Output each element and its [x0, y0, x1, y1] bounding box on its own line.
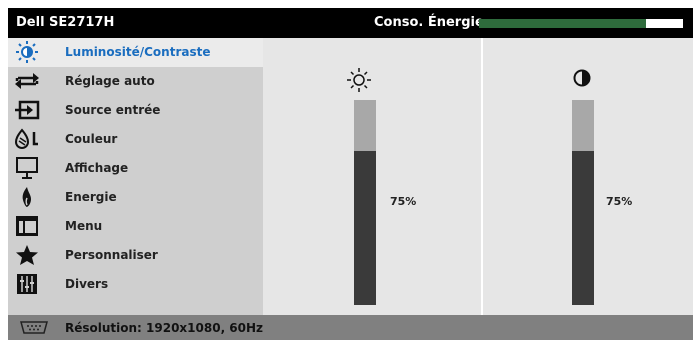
menu-item-display[interactable]: Affichage	[8, 154, 263, 183]
menu-item-label: Luminosité/Contraste	[65, 45, 211, 59]
contrast-icon	[573, 69, 591, 87]
osd-window: Dell SE2717H Conso. Énergie Luminosité/C…	[8, 8, 693, 340]
energy-usage-fill	[479, 19, 647, 28]
menu-item-label: Source entrée	[65, 103, 161, 117]
menu-item-label: Couleur	[65, 132, 118, 146]
menu-item-color[interactable]: Couleur	[8, 125, 263, 154]
brightness-slider[interactable]	[354, 100, 376, 305]
menu-item-energy[interactable]: Energie	[8, 183, 263, 212]
contrast-slider-fill	[572, 151, 594, 305]
star-icon	[16, 245, 38, 265]
osd-sidebar: Luminosité/Contraste Réglage auto Source…	[8, 38, 263, 315]
osd-header: Dell SE2717H Conso. Énergie	[8, 8, 693, 38]
vga-connector-icon	[20, 321, 48, 334]
brightness-icon	[16, 41, 38, 63]
menu-item-label: Divers	[65, 277, 109, 291]
monitor-model: Dell SE2717H	[16, 15, 115, 30]
menu-item-label: Menu	[65, 219, 103, 233]
input-source-icon	[15, 100, 40, 120]
menu-item-menu[interactable]: Menu	[8, 212, 263, 241]
menu-item-label: Personnaliser	[65, 248, 158, 262]
menu-item-brightness-contrast[interactable]: Luminosité/Contraste	[8, 38, 263, 67]
menu-item-input-source[interactable]: Source entrée	[8, 96, 263, 125]
color-icon	[14, 128, 38, 149]
menu-item-auto-adjust[interactable]: Réglage auto	[8, 67, 263, 96]
resolution-info: Résolution: 1920x1080, 60Hz	[65, 321, 264, 335]
settings-panel: 75% 75%	[263, 38, 693, 315]
osd-footer: Résolution: 1920x1080, 60Hz	[8, 315, 693, 340]
contrast-slider[interactable]	[572, 100, 594, 305]
others-icon	[17, 274, 37, 294]
sun-icon	[347, 68, 371, 92]
panel-divider	[481, 38, 483, 315]
display-icon	[16, 157, 38, 179]
menu-item-label: Affichage	[65, 161, 129, 175]
brightness-slider-fill	[354, 151, 376, 305]
auto-adjust-icon	[15, 73, 39, 89]
brightness-value: 75%	[390, 195, 417, 208]
energy-usage-label: Conso. Énergie	[374, 15, 484, 30]
menu-item-label: Réglage auto	[65, 74, 155, 88]
energy-usage-bar	[479, 19, 683, 28]
energy-icon	[22, 187, 31, 207]
menu-icon	[16, 216, 38, 236]
menu-item-label: Energie	[65, 190, 117, 204]
contrast-value: 75%	[606, 195, 633, 208]
menu-item-personalize[interactable]: Personnaliser	[8, 241, 263, 270]
menu-item-others[interactable]: Divers	[8, 270, 263, 299]
